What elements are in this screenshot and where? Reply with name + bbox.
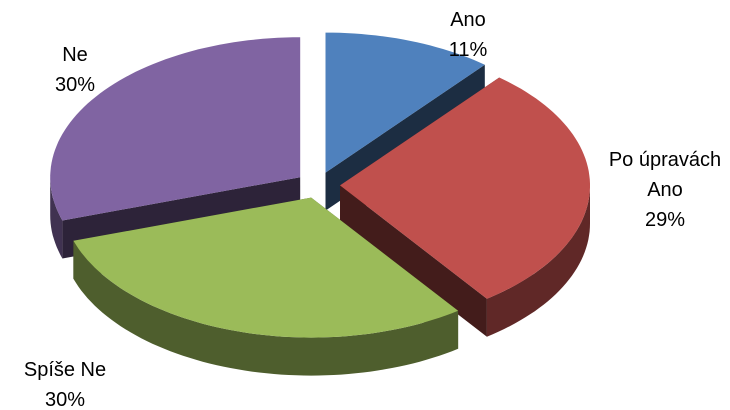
data-label: Ano 11%: [438, 5, 498, 65]
label-value: 11%: [448, 39, 488, 61]
slice: [50, 37, 301, 221]
label-value: 29%: [644, 209, 686, 231]
label-name: Po úpravách Ano: [608, 149, 722, 201]
slice-wall: [486, 185, 590, 337]
slice: [73, 197, 459, 338]
label-value: 30%: [44, 389, 86, 410]
slice-side: [340, 185, 487, 337]
slice: [325, 32, 485, 173]
label-name: Spíše Ne: [23, 359, 107, 381]
slice: [340, 77, 590, 299]
slice-wall: [50, 177, 63, 259]
data-label: Po úpravách Ano 29%: [600, 145, 730, 235]
slice-wall: [73, 240, 459, 376]
data-label: Spíše Ne 30%: [5, 355, 125, 410]
label-name: Ano: [450, 9, 486, 31]
label-value: 30%: [54, 74, 96, 96]
data-label: Ne 30%: [20, 40, 130, 100]
label-name: Ne: [62, 44, 88, 66]
